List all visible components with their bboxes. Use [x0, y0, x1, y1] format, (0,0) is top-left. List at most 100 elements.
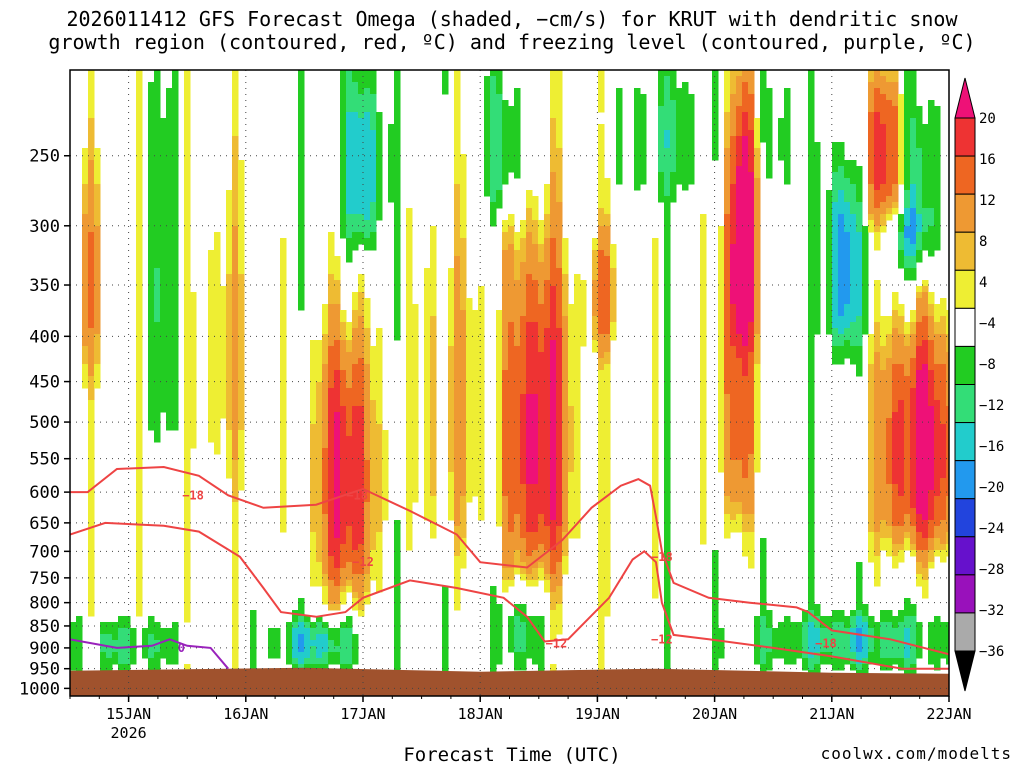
- omega-cell: [730, 412, 737, 419]
- omega-cell: [724, 526, 731, 533]
- omega-cell: [232, 304, 239, 311]
- omega-cell: [220, 370, 227, 377]
- omega-cell: [502, 118, 509, 125]
- omega-cell: [226, 232, 233, 239]
- omega-cell: [460, 490, 467, 497]
- omega-cell: [580, 304, 587, 311]
- omega-cell: [664, 310, 671, 317]
- omega-cell: [364, 586, 371, 593]
- omega-cell: [466, 466, 473, 473]
- omega-cell: [148, 334, 155, 341]
- omega-cell: [424, 292, 431, 299]
- omega-cell: [658, 112, 665, 119]
- omega-cell: [736, 442, 743, 449]
- omega-cell: [184, 190, 191, 197]
- omega-cell: [520, 352, 527, 359]
- omega-cell: [100, 634, 107, 641]
- omega-cell: [604, 262, 611, 269]
- omega-cell: [652, 244, 659, 251]
- omega-cell: [406, 274, 413, 281]
- omega-cell: [106, 628, 113, 635]
- omega-cell: [580, 310, 587, 317]
- omega-cell: [550, 514, 557, 521]
- omega-cell: [316, 484, 323, 491]
- omega-cell: [226, 376, 233, 383]
- omega-cell: [496, 514, 503, 521]
- omega-cell: [760, 106, 767, 113]
- omega-cell: [184, 496, 191, 503]
- omega-cell: [544, 364, 551, 371]
- omega-cell: [238, 472, 245, 479]
- omega-cell: [316, 622, 323, 629]
- omega-cell: [550, 142, 557, 149]
- omega-cell: [232, 634, 239, 641]
- omega-cell: [232, 508, 239, 515]
- omega-cell: [598, 232, 605, 239]
- omega-cell: [730, 226, 737, 233]
- omega-cell: [598, 406, 605, 413]
- omega-cell: [604, 226, 611, 233]
- omega-cell: [136, 460, 143, 467]
- omega-cell: [94, 154, 101, 161]
- omega-cell: [526, 316, 533, 323]
- omega-cell: [718, 646, 725, 653]
- omega-cell: [340, 562, 347, 569]
- omega-cell: [394, 124, 401, 131]
- omega-cell: [340, 496, 347, 503]
- omega-cell: [328, 604, 335, 611]
- omega-cell: [118, 634, 125, 641]
- omega-cell: [226, 286, 233, 293]
- omega-cell: [712, 616, 719, 623]
- omega-cell: [604, 484, 611, 491]
- omega-cell: [238, 484, 245, 491]
- omega-cell: [502, 496, 509, 503]
- omega-cell: [454, 598, 461, 605]
- omega-cell: [232, 616, 239, 623]
- omega-cell: [754, 208, 761, 215]
- omega-cell: [682, 106, 689, 113]
- omega-cell: [508, 580, 515, 587]
- omega-cell: [172, 646, 179, 653]
- omega-cell: [136, 304, 143, 311]
- omega-cell: [364, 376, 371, 383]
- omega-cell: [166, 382, 173, 389]
- omega-cell: [562, 538, 569, 545]
- omega-cell: [166, 118, 173, 125]
- omega-cell: [460, 334, 467, 341]
- omega-cell: [298, 298, 305, 305]
- omega-cell: [652, 574, 659, 581]
- omega-cell: [538, 562, 545, 569]
- omega-cell: [346, 586, 353, 593]
- omega-cell: [154, 262, 161, 269]
- omega-cell: [334, 358, 341, 365]
- omega-cell: [160, 268, 167, 275]
- omega-cell: [454, 226, 461, 233]
- omega-cell: [592, 334, 599, 341]
- omega-cell: [136, 226, 143, 233]
- omega-cell: [184, 436, 191, 443]
- omega-cell: [166, 370, 173, 377]
- omega-cell: [556, 484, 563, 491]
- omega-cell: [598, 256, 605, 263]
- omega-cell: [292, 664, 299, 671]
- omega-cell: [286, 622, 293, 629]
- omega-cell: [172, 310, 179, 317]
- omega-cell: [148, 202, 155, 209]
- omega-cell: [352, 634, 359, 641]
- omega-cell: [358, 310, 365, 317]
- omega-cell: [760, 544, 767, 551]
- omega-cell: [550, 616, 557, 623]
- omega-cell: [136, 244, 143, 251]
- omega-cell: [238, 184, 245, 191]
- omega-cell: [346, 160, 353, 167]
- omega-cell: [742, 550, 749, 557]
- omega-cell: [724, 466, 731, 473]
- omega-cell: [340, 118, 347, 125]
- omega-cell: [538, 226, 545, 233]
- omega-cell: [424, 442, 431, 449]
- omega-cell: [766, 148, 773, 155]
- omega-cell: [556, 490, 563, 497]
- omega-cell: [454, 574, 461, 581]
- omega-cell: [298, 196, 305, 203]
- omega-cell: [520, 400, 527, 407]
